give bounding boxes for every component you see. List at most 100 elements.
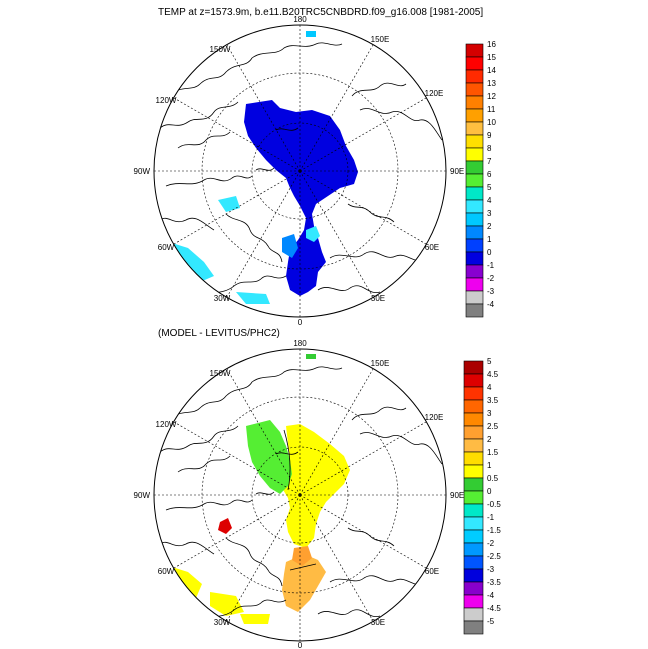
colorbar-swatch <box>465 251 484 266</box>
colorbar-label: 2 <box>487 435 492 444</box>
colorbar-swatch <box>465 134 484 149</box>
coastlines-temp <box>159 42 443 301</box>
lon-label: 0 <box>298 318 303 327</box>
colorbar-label: 16 <box>487 40 496 49</box>
map-temp <box>154 25 446 317</box>
colorbar-swatch <box>465 108 484 123</box>
lon-label: 60W <box>158 567 175 576</box>
colorbar-label: -4 <box>487 300 495 309</box>
lon-label: 60W <box>158 243 175 252</box>
colorbar-label: 0 <box>487 248 492 257</box>
colorbar-swatch <box>465 290 484 305</box>
colorbar-swatch <box>465 225 484 240</box>
lon-label: 180 <box>293 15 307 24</box>
diff-field-labrador-red <box>218 518 232 534</box>
lon-label: 120W <box>156 420 177 429</box>
temp-field-north-atlantic <box>236 292 270 304</box>
colorbar-swatch <box>463 529 484 544</box>
colorbar-label: 15 <box>487 53 496 62</box>
colorbar-swatch <box>465 95 484 110</box>
colorbar-label: 3 <box>487 409 492 418</box>
colorbar-label: -0.5 <box>487 500 501 509</box>
colorbar-swatch <box>463 620 484 635</box>
panel-temp: TEMP at z=1573.9m, b.e11.B20TRC5CNBDRD.f… <box>134 7 497 327</box>
colorbar-label: 3 <box>487 209 492 218</box>
diff-field-west <box>246 420 292 494</box>
colorbar-swatch <box>463 399 484 414</box>
panel-diff-title: (MODEL - LEVITUS/PHC2) <box>158 328 280 339</box>
diff-field-strait-north <box>292 546 312 566</box>
colorbar-label: -3 <box>487 287 495 296</box>
colorbar-swatch <box>463 542 484 557</box>
colorbar-label: -4.5 <box>487 604 501 613</box>
colorbar-swatch <box>465 82 484 97</box>
lon-label: 150W <box>210 45 231 54</box>
lon-label: 120W <box>156 96 177 105</box>
zero-contours-diff <box>283 429 317 571</box>
colorbar-swatch <box>463 490 484 505</box>
colorbar-swatch <box>465 147 484 162</box>
colorbar-label: -4 <box>487 591 495 600</box>
colorbar-label: 2.5 <box>487 422 499 431</box>
colorbar-swatch <box>463 477 484 492</box>
colorbar-label: -1 <box>487 261 495 270</box>
colorbar-label: 11 <box>487 105 496 114</box>
lon-label: 180 <box>293 339 307 348</box>
panel-diff: (MODEL - LEVITUS/PHC2) <box>134 328 502 649</box>
lon-label: 120E <box>425 413 444 422</box>
colorbar-label: -2.5 <box>487 552 501 561</box>
lon-label: 60E <box>425 567 439 576</box>
colorbar-swatch <box>465 69 484 84</box>
colorbar-swatch <box>465 121 484 136</box>
lon-label: 60E <box>425 243 439 252</box>
colorbar-swatch <box>463 451 484 466</box>
colorbar-swatch <box>463 425 484 440</box>
colorbar-label: -1.5 <box>487 526 501 535</box>
temp-field-patch <box>306 226 320 242</box>
panel-temp-title: TEMP at z=1573.9m, b.e11.B20TRC5CNBDRD.f… <box>158 7 483 18</box>
colorbar-swatch <box>463 516 484 531</box>
colorbar-swatch <box>465 303 484 318</box>
colorbar-label: 1 <box>487 235 492 244</box>
colorbar-label: 13 <box>487 79 496 88</box>
lon-label: 90E <box>450 167 464 176</box>
colorbar-label: 0 <box>487 487 492 496</box>
lon-label: 150W <box>210 369 231 378</box>
colorbar-label: -2 <box>487 274 495 283</box>
colorbar-swatch <box>463 594 484 609</box>
diff-field-north-atlantic <box>210 592 244 616</box>
colorbar-label: 6 <box>487 170 492 179</box>
colorbar-swatch <box>463 503 484 518</box>
colorbar-label: -3 <box>487 565 495 574</box>
lon-labels-diff: 180 150E 120E 90E 60E 30E 0 30W 60W 90W … <box>134 339 465 649</box>
colorbar-label: 2 <box>487 222 492 231</box>
colorbar-swatch <box>465 56 484 71</box>
colorbar-label: 4 <box>487 196 492 205</box>
colorbar-label: 9 <box>487 131 492 140</box>
lon-label: 150E <box>371 35 390 44</box>
lon-label: 30E <box>371 618 385 627</box>
colorbar-label: 7 <box>487 157 492 166</box>
colorbar-label: 1.5 <box>487 448 499 457</box>
colorbar-swatch <box>463 386 484 401</box>
colorbar-label: -5 <box>487 617 495 626</box>
diff-field-strait <box>282 554 326 612</box>
lon-labels-temp: 180 150E 120E 90E 60E 30E 0 30W 60W 90W … <box>134 15 465 327</box>
colorbar-label: 5 <box>487 357 492 366</box>
colorbar-swatch <box>463 568 484 583</box>
colorbar-swatch <box>465 173 484 188</box>
diff-field-north-atlantic-2 <box>240 614 270 624</box>
diff-field-bering <box>306 354 316 359</box>
lon-label: 0 <box>298 641 303 649</box>
colorbar-swatch <box>465 264 484 279</box>
colorbar-swatch <box>465 160 484 175</box>
colorbar-swatch <box>463 555 484 570</box>
map-diff <box>154 349 446 641</box>
lon-label: 150E <box>371 359 390 368</box>
colorbar-label: 4.5 <box>487 370 499 379</box>
temp-field-strait <box>282 234 298 258</box>
lon-label: 30W <box>214 294 231 303</box>
graticule-temp <box>154 25 446 317</box>
